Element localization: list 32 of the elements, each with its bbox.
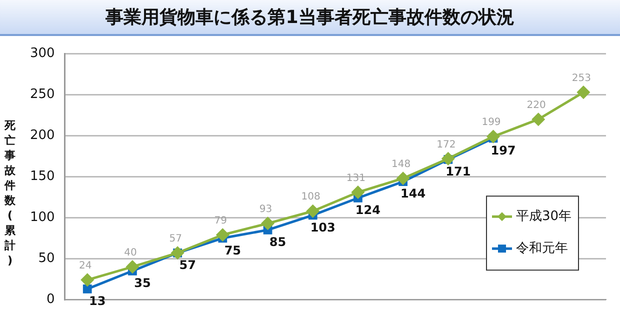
- y-tick-label: 50: [38, 251, 55, 266]
- data-label: 75: [224, 243, 242, 258]
- data-label: 197: [490, 143, 516, 158]
- data-label: 57: [169, 233, 182, 244]
- data-label: 35: [134, 276, 151, 290]
- data-label: 220: [526, 100, 546, 111]
- legend-label: 平成30年: [516, 208, 572, 224]
- y-tick-label: 0: [46, 292, 55, 307]
- data-label: 172: [436, 139, 456, 150]
- data-label: 148: [392, 158, 411, 170]
- data-label: 85: [269, 235, 286, 250]
- data-label: 144: [400, 186, 426, 201]
- data-label: 93: [259, 204, 272, 215]
- data-label: 253: [572, 72, 591, 84]
- data-label: 108: [301, 192, 320, 203]
- data-label: 57: [179, 258, 196, 272]
- y-tick-label: 200: [30, 128, 55, 144]
- y-tick-label: 150: [30, 169, 55, 184]
- data-label: 24: [78, 260, 92, 272]
- data-label: 124: [355, 203, 380, 218]
- data-label: 103: [310, 220, 336, 234]
- y-tick-label: 250: [30, 87, 55, 102]
- chart-title: 事業用貨物車に係る第1当事者死亡事故件数の状況: [106, 6, 514, 29]
- data-label: 13: [89, 294, 106, 308]
- y-tick-label: 100: [30, 210, 55, 226]
- data-label: 199: [482, 117, 501, 128]
- data-label: 79: [214, 215, 228, 226]
- y-tick-label: 300: [30, 46, 55, 62]
- data-label: 40: [124, 247, 137, 258]
- text: 死亡事故件数(累計): [4, 119, 16, 267]
- legend-label: 令和元年: [516, 240, 568, 256]
- data-label: 171: [446, 164, 471, 179]
